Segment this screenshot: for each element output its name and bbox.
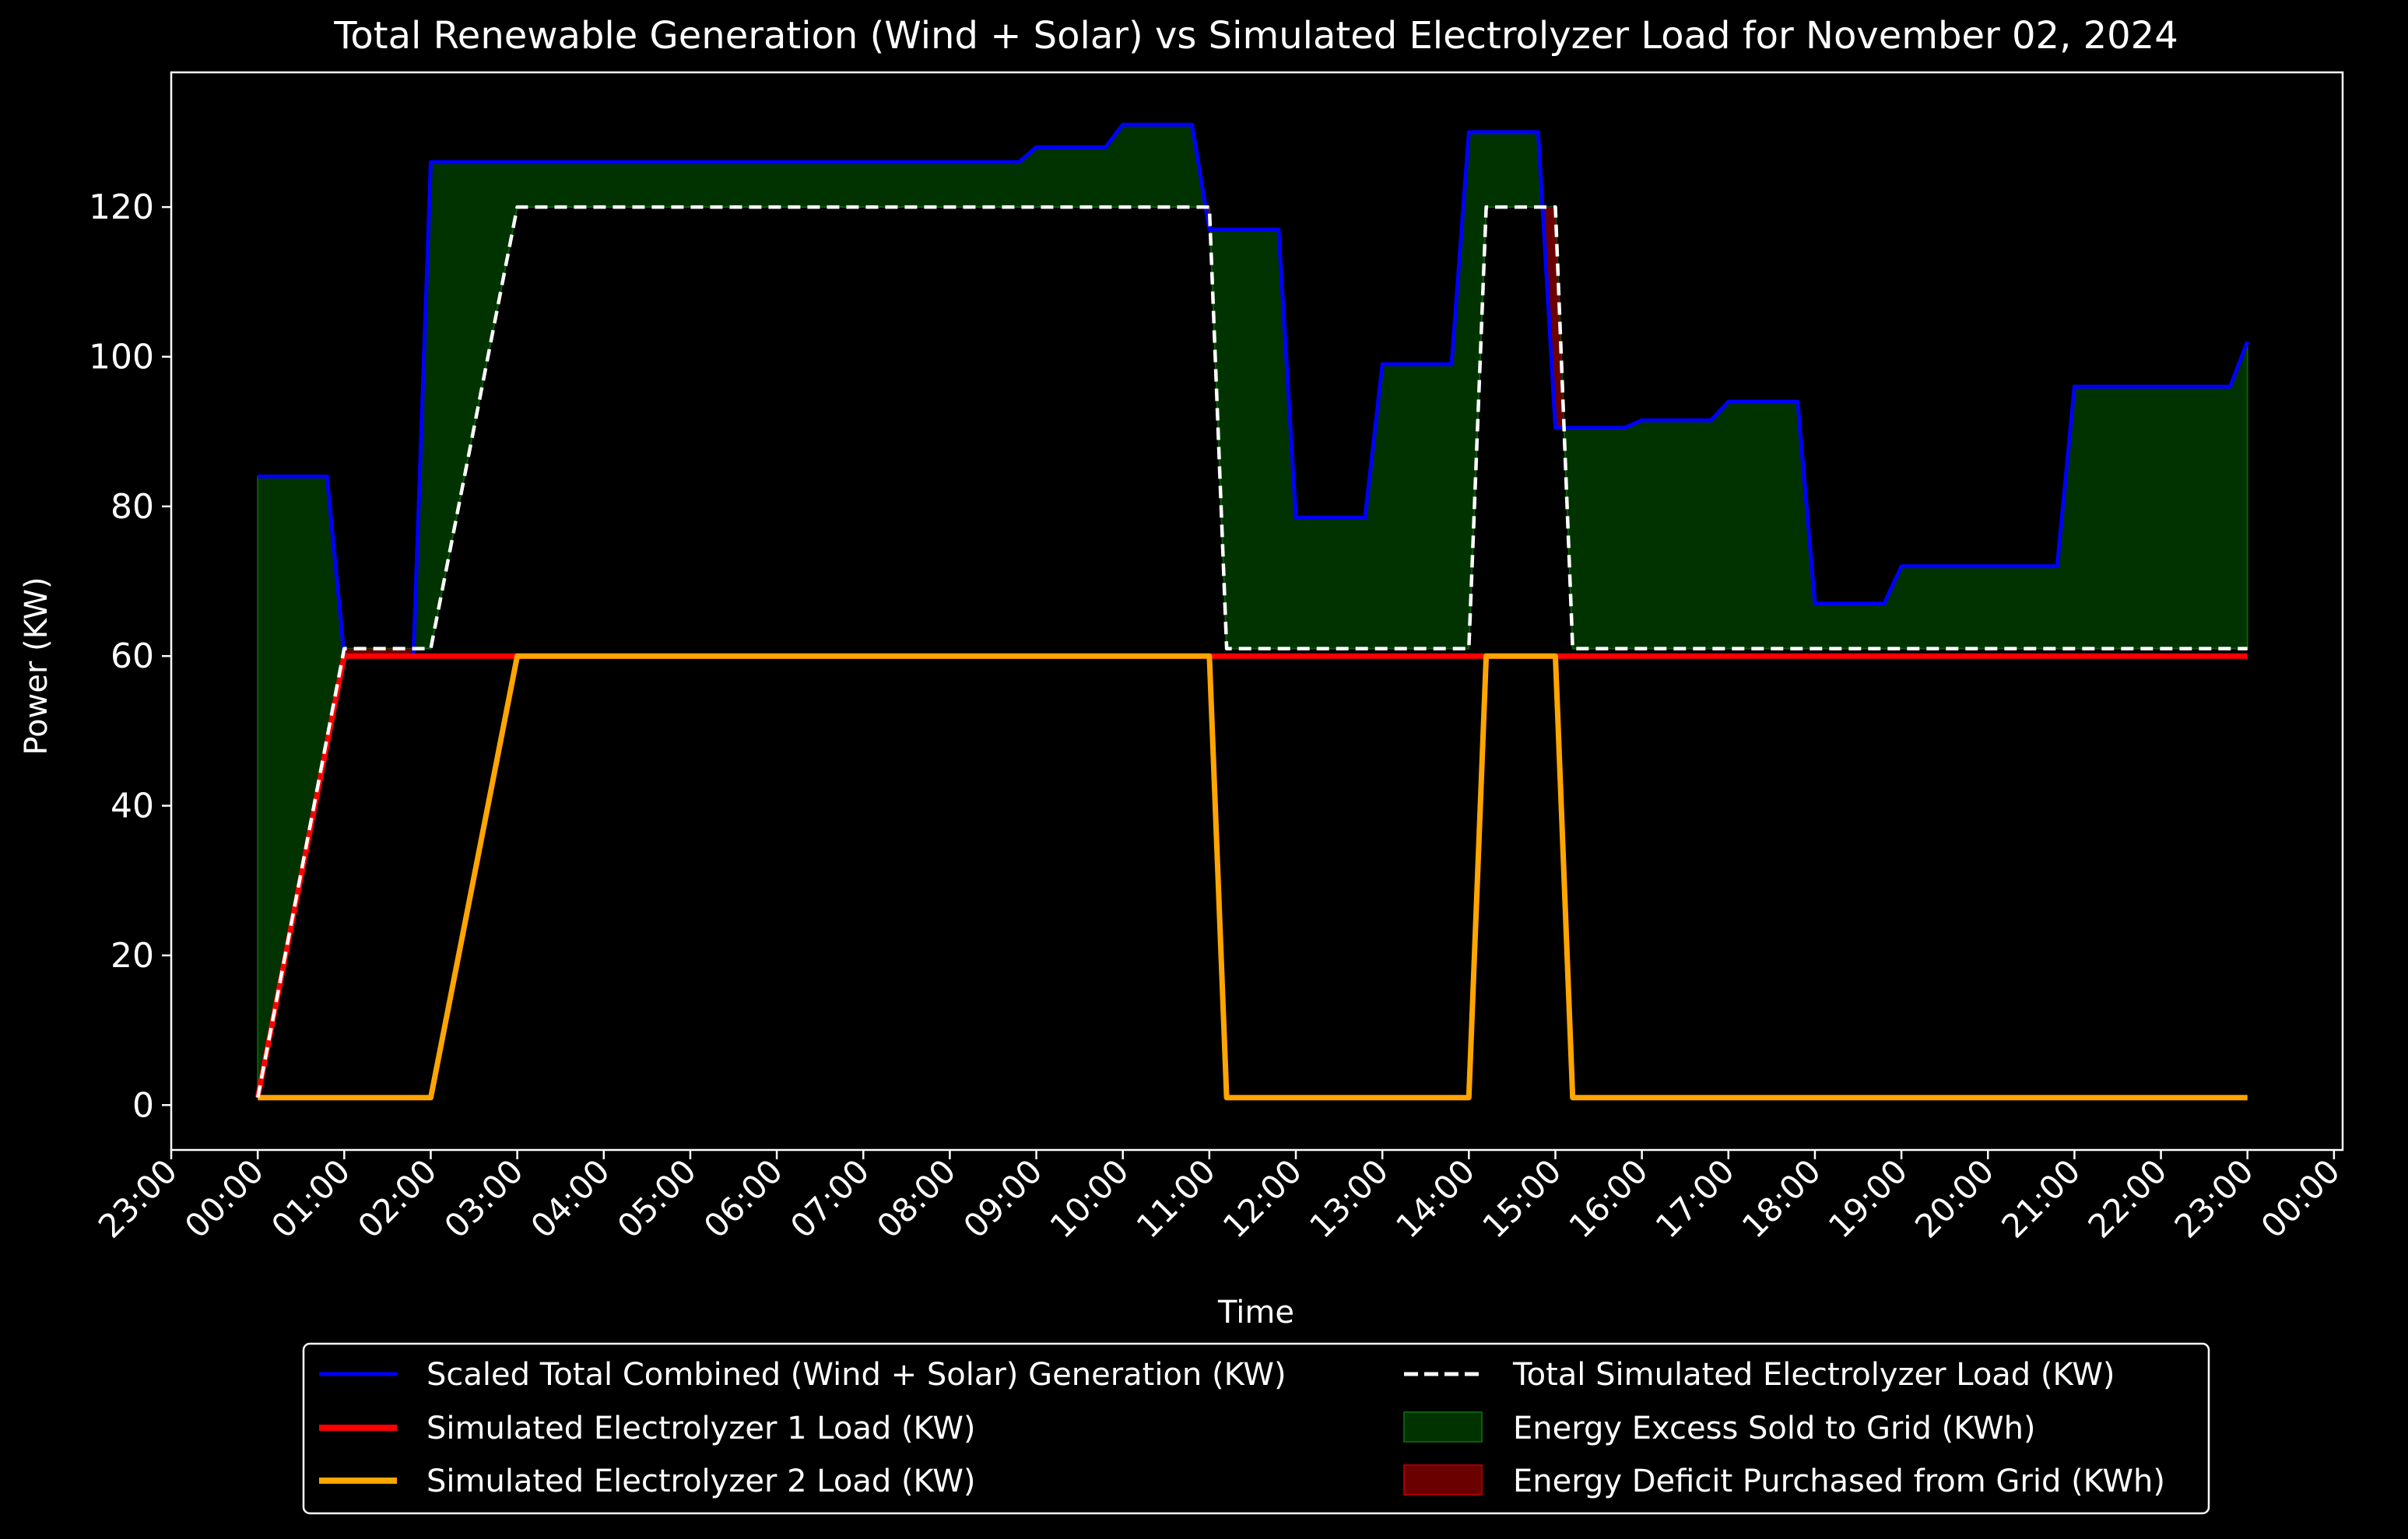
- legend-label-electrolyzer-1: Simulated Electrolyzer 1 Load (KW): [426, 1411, 976, 1446]
- y-tick-label: 100: [89, 337, 154, 377]
- y-axis-label: Power (KW): [19, 577, 54, 755]
- plot-area: [254, 122, 2250, 1101]
- y-tick-label: 20: [111, 936, 154, 976]
- y-tick-label: 60: [111, 636, 154, 676]
- legend-swatch-deficit: [1403, 1464, 1483, 1495]
- legend-box: [302, 1342, 2210, 1515]
- y-tick-label: 40: [111, 787, 154, 826]
- legend-label-total-load: Total Simulated Electrolyzer Load (KW): [1512, 1357, 2115, 1393]
- y-tick-label: 80: [111, 487, 154, 527]
- legend-swatch-excess: [1403, 1411, 1483, 1443]
- chart-title: Total Renewable Generation (Wind + Solar…: [333, 14, 2178, 58]
- legend-label-deficit: Energy Deficit Purchased from Grid (KWh): [1513, 1464, 2165, 1499]
- x-axis-label: Time: [1217, 1295, 1294, 1330]
- y-tick-label: 0: [132, 1085, 154, 1125]
- electrolyzer-2-line: [258, 653, 2248, 1101]
- legend-label-generation: Scaled Total Combined (Wind + Solar) Gen…: [426, 1357, 1286, 1393]
- legend: Scaled Total Combined (Wind + Solar) Gen…: [302, 1342, 2210, 1515]
- plot-frame: [170, 71, 2344, 1152]
- y-tick-label: 120: [89, 188, 154, 227]
- legend-label-excess: Energy Excess Sold to Grid (KWh): [1513, 1411, 2036, 1446]
- total-load-line: [255, 205, 2248, 1099]
- generation-line: [258, 122, 2250, 658]
- y-axis: 0 20 40 60 80 100 120: [89, 188, 171, 1125]
- legend-label-electrolyzer-2: Simulated Electrolyzer 2 Load (KW): [426, 1464, 976, 1499]
